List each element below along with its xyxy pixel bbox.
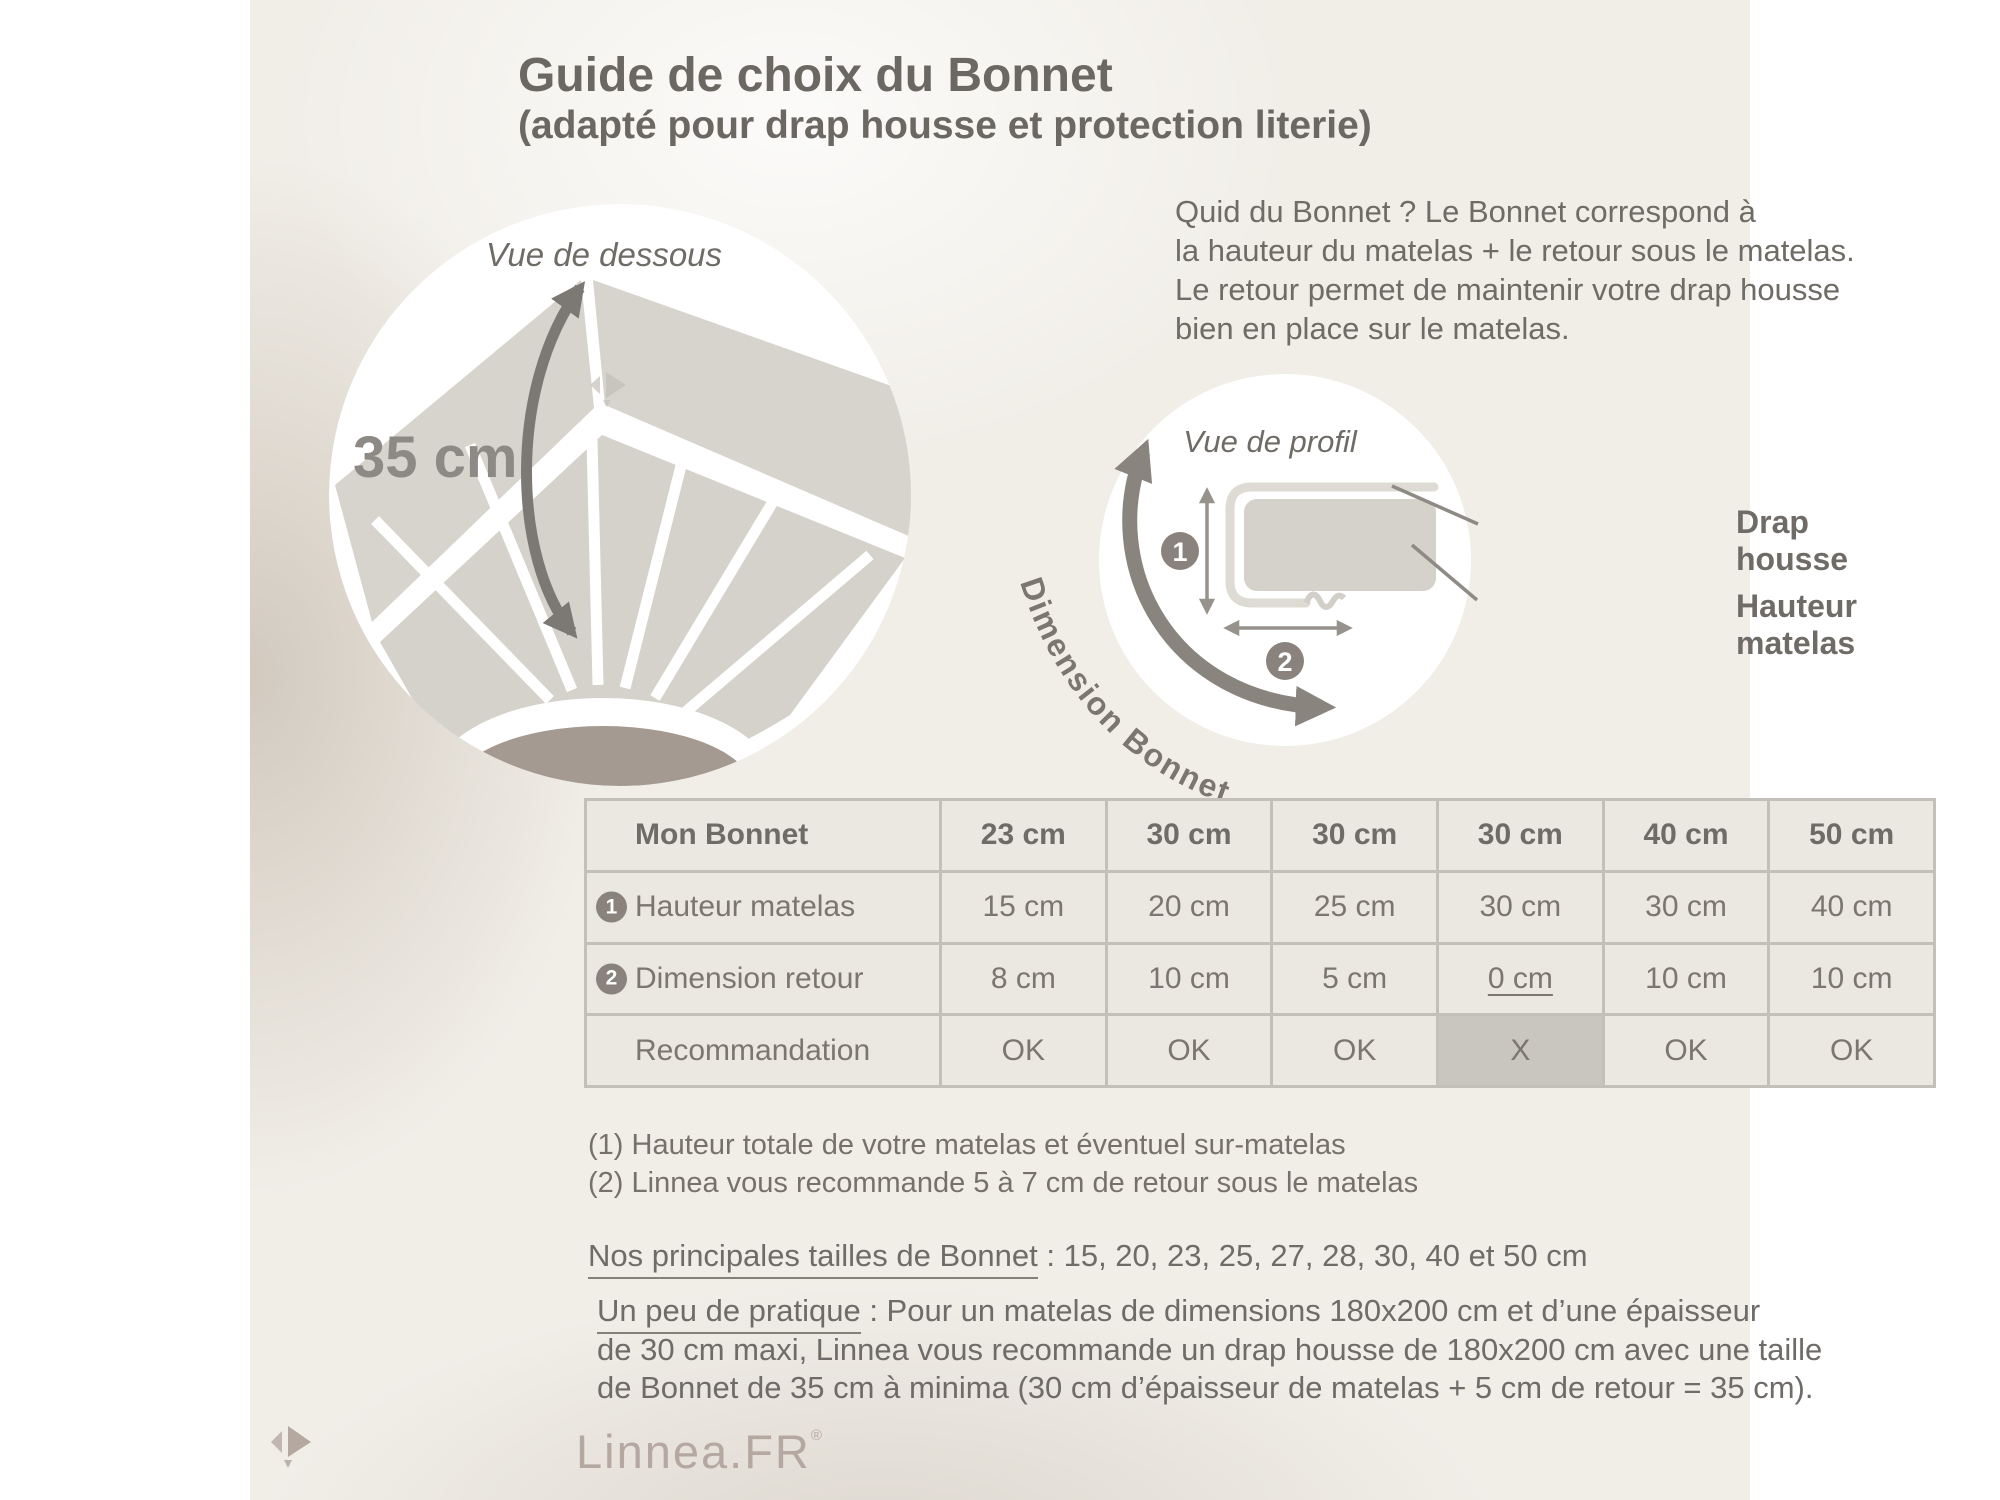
table-cell: 25 cm: [1273, 872, 1436, 942]
elastic-gap-lines: [371, 439, 874, 720]
table-row-label-hauteur: 1 Hauteur matelas: [587, 872, 939, 942]
table-cell: OK: [1273, 1016, 1436, 1085]
infographic-canvas: Guide de choix du Bonnet (adapté pour dr…: [250, 0, 1936, 1500]
sizes-line: Nos principales tailles de Bonnet : 15, …: [588, 1238, 1588, 1279]
page-title: Guide de choix du Bonnet: [518, 49, 1113, 102]
intro-line: la hauteur du matelas + le retour sous l…: [1175, 233, 1855, 268]
registered-mark: ®: [810, 1427, 824, 1444]
practice-line3: de Bonnet de 35 cm à minima (30 cm d’épa…: [597, 1370, 1814, 1405]
practice-lead: Un peu de pratique: [597, 1293, 861, 1334]
table-cell: OK: [1604, 1016, 1768, 1085]
sizes-line-rest: : 15, 20, 23, 25, 27, 28, 30, 40 et 50 c…: [1037, 1238, 1588, 1273]
footnotes: (1) Hauteur totale de votre matelas et é…: [588, 1126, 1418, 1202]
practice-rest1: : Pour un matelas de dimensions 180x200 …: [860, 1293, 1761, 1328]
table-cell: OK: [1107, 1016, 1271, 1085]
practice-paragraph: Un peu de pratique : Pour un matelas de …: [597, 1292, 1822, 1408]
linnea-logo-icon: [271, 1426, 311, 1468]
table-header-cell: 30 cm: [1273, 801, 1436, 870]
practice-line2: de 30 cm maxi, Linnea vous recommande un…: [597, 1331, 1823, 1367]
bottom-view-illustration: Vue de dessous 35 cm: [329, 204, 911, 786]
table-cell-highlighted: X: [1439, 1016, 1602, 1085]
drap-housse-label: Drap housse: [1736, 504, 1849, 577]
page-subtitle: (adapté pour drap housse et protection l…: [518, 104, 1372, 147]
bonnet-dimension-arrow: [521, 281, 586, 639]
dimension-bonnet-arc-arrow: [1114, 438, 1337, 727]
table-header-cell: 40 cm: [1604, 801, 1768, 870]
footnote-1: (1) Hauteur totale de votre matelas et é…: [588, 1129, 1346, 1161]
badge-1-circle: [1161, 532, 1199, 570]
intro-line: Quid du Bonnet ? Le Bonnet correspond à: [1175, 194, 1756, 229]
sheet-right-band: [593, 280, 911, 537]
leader-line-hauteur: [1410, 543, 1479, 602]
table-row-label-recommandation: Recommandation: [587, 1016, 939, 1085]
table-cell: 15 cm: [942, 872, 1105, 942]
table-row-label-retour: 2 Dimension retour: [587, 944, 939, 1014]
badge-2-icon: 2: [596, 963, 627, 995]
profile-view-caption: Vue de profil: [1183, 424, 1358, 459]
footnote-2: (2) Linnea vous recommande 5 à 7 cm de r…: [588, 1167, 1419, 1199]
sheet-left-band: [335, 280, 594, 622]
table-cell: 10 cm: [1770, 944, 1933, 1014]
intro-line: Le retour permet de maintenir votre drap…: [1175, 272, 1841, 307]
table-cell: 30 cm: [1604, 872, 1768, 942]
table-cell: 20 cm: [1107, 872, 1271, 942]
badge-1-icon: 1: [596, 891, 627, 923]
table-header-label: Mon Bonnet: [587, 801, 939, 870]
badge-1-number: 1: [1172, 537, 1187, 567]
table-cell: 30 cm: [1439, 872, 1602, 942]
table-cell: 10 cm: [1604, 944, 1768, 1014]
table-cell: 10 cm: [1107, 944, 1271, 1014]
intro-line: bien en place sur le matelas.: [1175, 311, 1570, 346]
mattress-visible-lens: [453, 726, 753, 786]
table-header-cell: 30 cm: [1439, 801, 1602, 870]
leader-line-drap-housse: [1391, 484, 1479, 526]
badge-2-circle: [1266, 642, 1304, 680]
hauteur-matelas-label: Hauteur matelas: [1736, 588, 1857, 661]
mattress-profile: [1244, 499, 1436, 591]
linnea-watermark-icon: [590, 372, 626, 407]
table-cell: 5 cm: [1273, 944, 1436, 1014]
table-header-cell: 30 cm: [1107, 801, 1271, 870]
table-cell: 40 cm: [1770, 872, 1933, 942]
table-cell: OK: [942, 1016, 1105, 1085]
bottom-view-caption: Vue de dessous: [486, 236, 722, 273]
sizes-line-lead: Nos principales tailles de Bonnet: [588, 1238, 1038, 1279]
bonnet-size-table: Mon Bonnet 23 cm 30 cm 30 cm 30 cm 40 cm…: [584, 798, 1936, 1088]
profile-view-illustration: Vue de profil 1 2 Dimension Bonnet: [1013, 374, 1479, 810]
intro-paragraph: Quid du Bonnet ? Le Bonnet correspond à …: [1175, 192, 1855, 348]
table-header-cell: 23 cm: [942, 801, 1105, 870]
table-cell-underlined: 0 cm: [1439, 944, 1602, 1014]
dimension-35cm-label: 35 cm: [353, 425, 517, 490]
brand-wordmark: Linnea.FR®: [576, 1425, 824, 1478]
table-cell: OK: [1770, 1016, 1933, 1085]
table-cell: 8 cm: [942, 944, 1105, 1014]
badge-2-number: 2: [1277, 647, 1292, 677]
table-header-cell: 50 cm: [1770, 801, 1933, 870]
